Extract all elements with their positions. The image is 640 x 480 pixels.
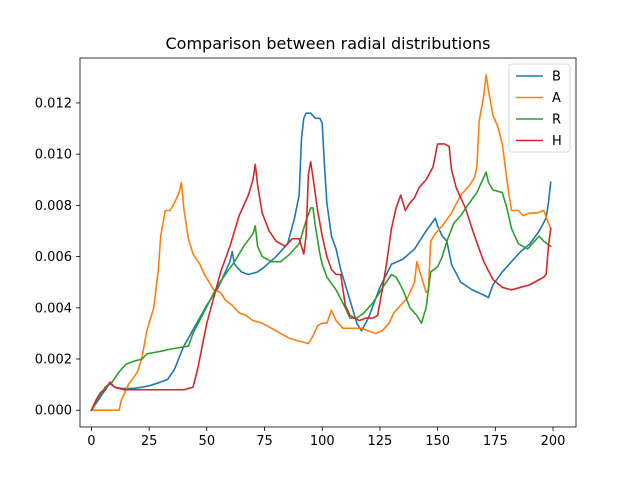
- x-tick-label: 25: [141, 434, 158, 449]
- x-tick-label: 100: [310, 434, 335, 449]
- series-line-b: [90, 112, 552, 412]
- y-tick-label: 0.004: [35, 301, 72, 316]
- x-tick-label: 150: [425, 434, 450, 449]
- chart-title: Comparison between radial distributions: [166, 34, 491, 53]
- legend-label-b: B: [552, 70, 561, 85]
- y-tick-label: 0.012: [35, 96, 72, 111]
- y-tick-label: 0.002: [35, 353, 72, 368]
- series-line-h: [90, 143, 552, 412]
- x-tick-label: 175: [483, 434, 508, 449]
- x-tick-label: 125: [368, 434, 393, 449]
- series-line-a: [90, 73, 552, 412]
- x-tick-label: 50: [199, 434, 216, 449]
- y-tick-label: 0.008: [35, 199, 72, 214]
- axes: 0 25 50 75 100 125 150 175 200 0.000 0.002 0.004 0.0…: [35, 57, 577, 449]
- plot-frame: [79, 57, 577, 428]
- legend-box: [508, 63, 571, 153]
- legend-label-h: H: [552, 134, 562, 149]
- y-tick-label: 0.010: [35, 148, 72, 163]
- legend-label-r: R: [552, 113, 561, 128]
- y-tick-label: 0.000: [35, 404, 72, 419]
- x-tick-label: 75: [256, 434, 273, 449]
- series-line-r: [90, 171, 552, 412]
- x-tick-label: 0: [87, 434, 95, 449]
- legend-label-a: A: [552, 91, 561, 106]
- x-tick-label: 200: [541, 434, 566, 449]
- y-tick-label: 0.006: [35, 250, 72, 265]
